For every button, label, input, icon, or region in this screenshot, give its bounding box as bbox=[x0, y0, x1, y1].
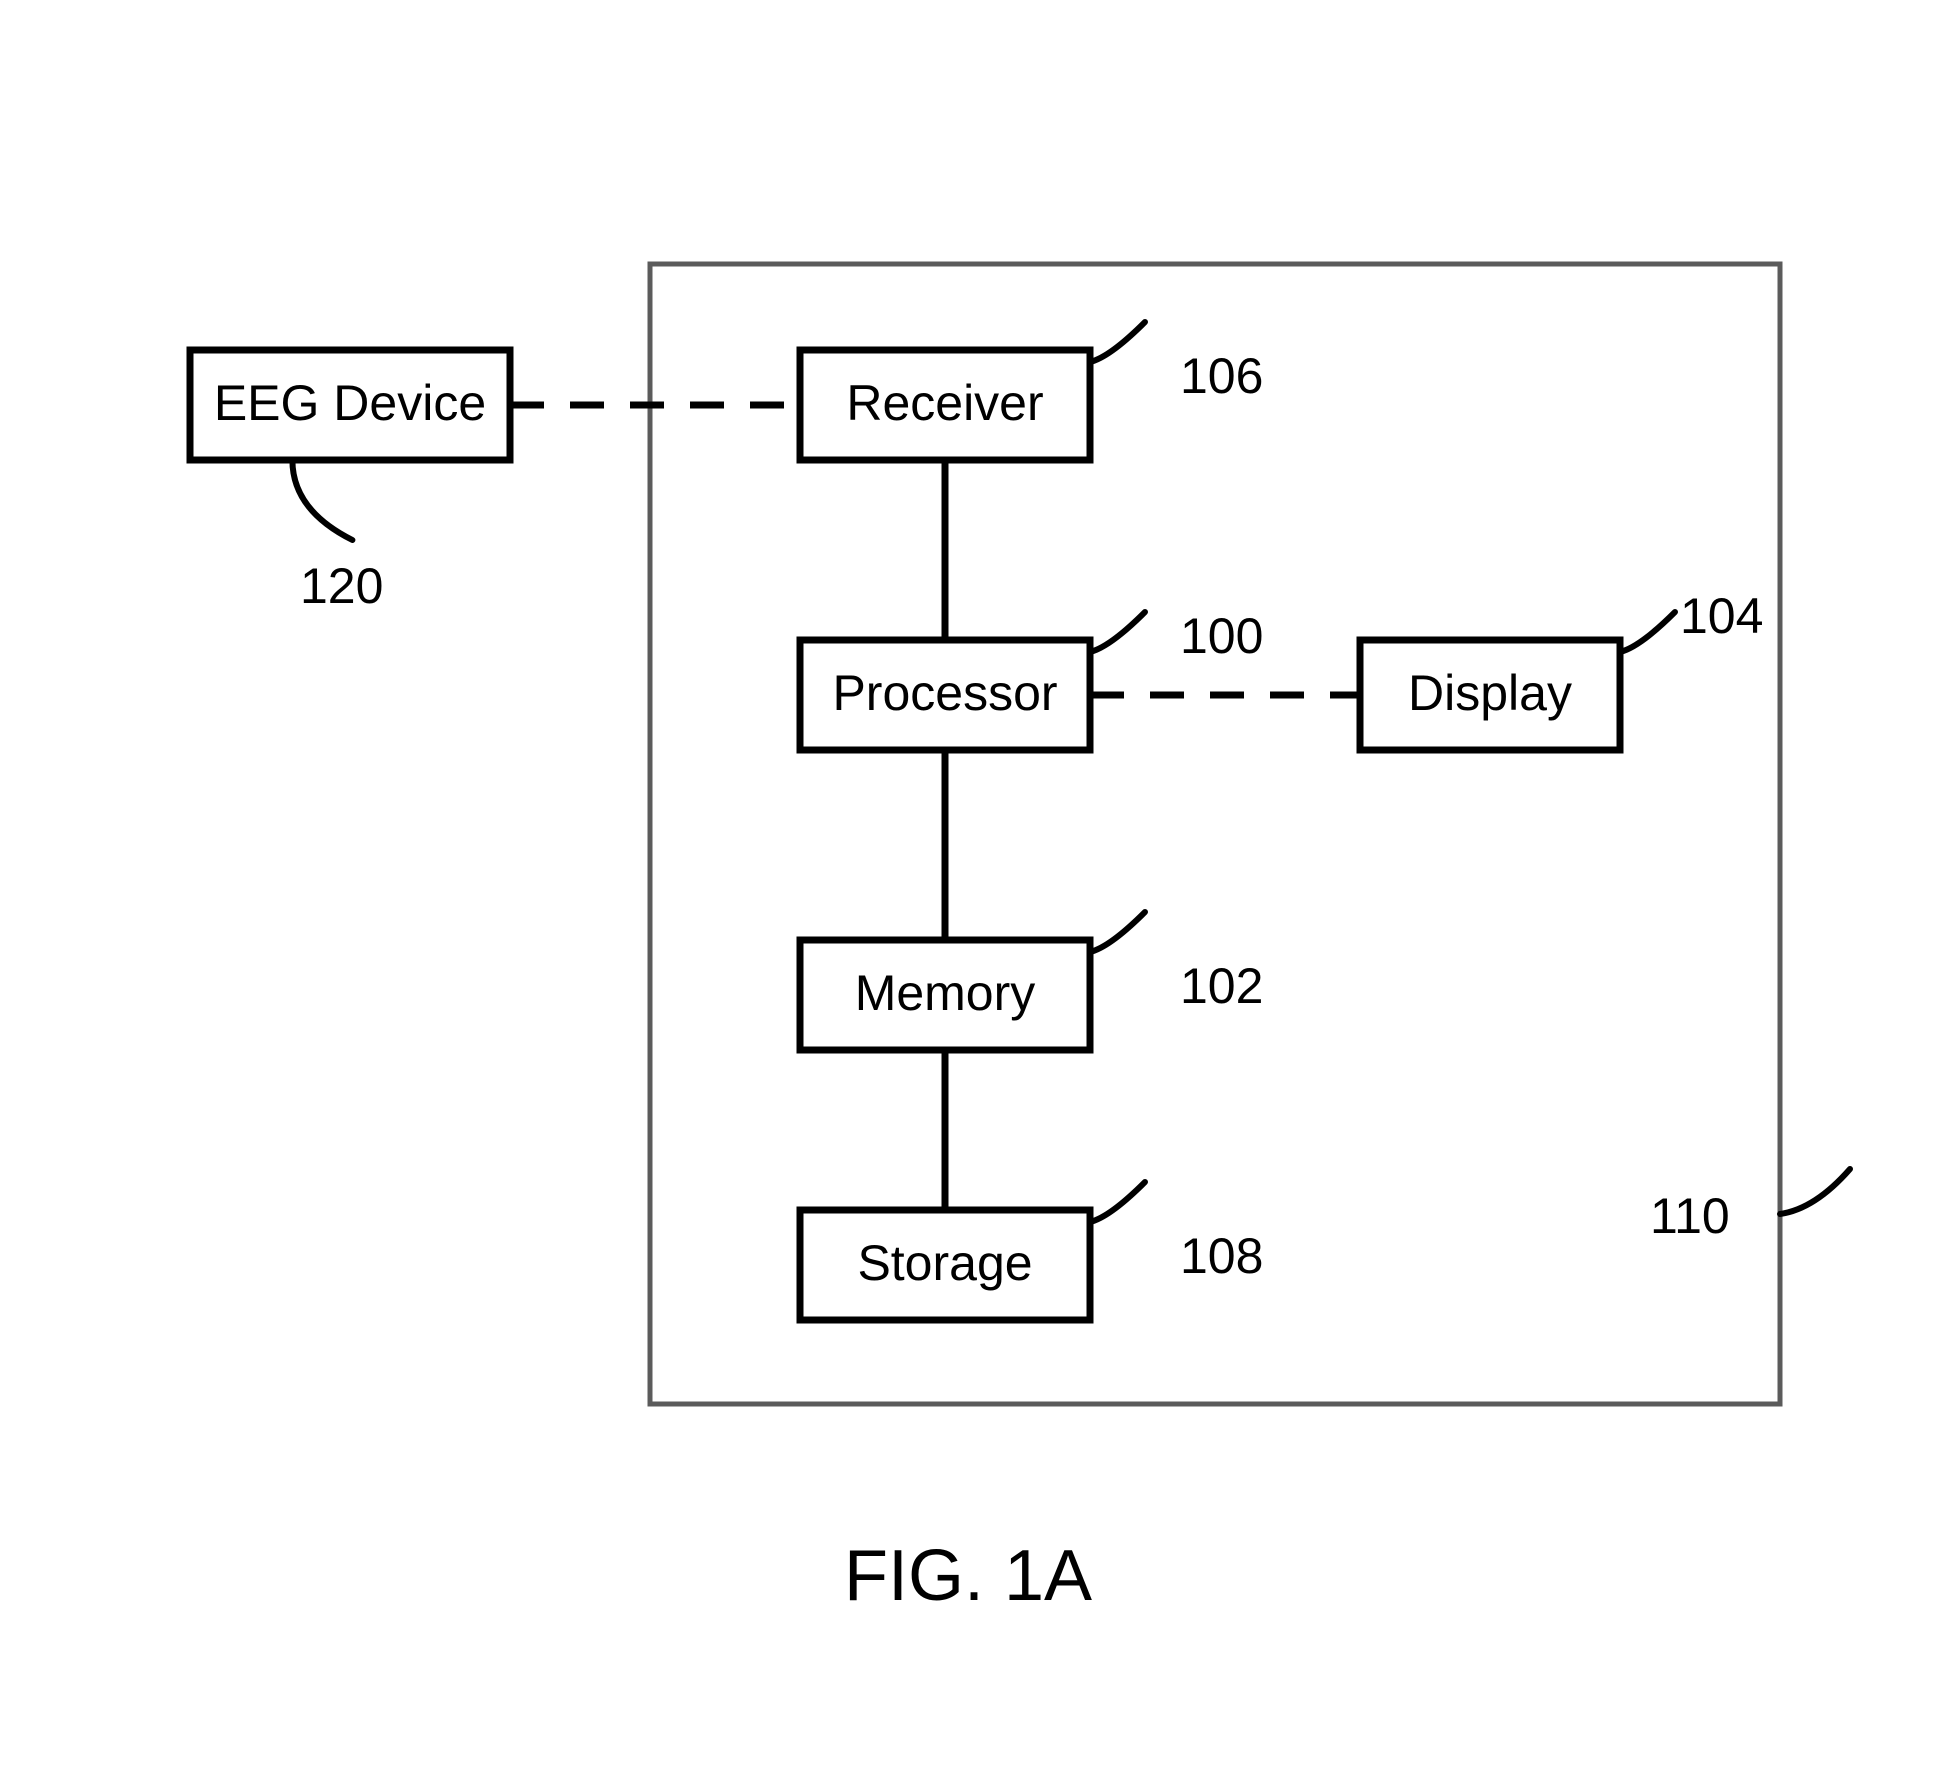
leader-receiver bbox=[1090, 322, 1145, 362]
leader-container bbox=[1780, 1169, 1850, 1214]
leader-processor bbox=[1090, 612, 1145, 652]
leader-display bbox=[1620, 612, 1675, 652]
diagram-canvas: EEG Device 120 Receiver 106 Processor 100 Disp… bbox=[0, 0, 1936, 1766]
ref-container: 110 bbox=[1650, 1188, 1730, 1244]
node-display-label: Display bbox=[1408, 665, 1572, 721]
ref-memory: 102 bbox=[1180, 958, 1263, 1014]
figure-caption: FIG. 1A bbox=[844, 1536, 1092, 1616]
ref-processor: 100 bbox=[1180, 608, 1263, 664]
node-storage-label: Storage bbox=[857, 1235, 1032, 1291]
ref-display: 104 bbox=[1680, 588, 1763, 644]
node-eeg-label: EEG Device bbox=[214, 375, 486, 431]
ref-eeg: 120 bbox=[300, 558, 383, 614]
node-memory-label: Memory bbox=[855, 965, 1036, 1021]
ref-receiver: 106 bbox=[1180, 348, 1263, 404]
node-receiver-label: Receiver bbox=[846, 375, 1043, 431]
node-processor-label: Processor bbox=[832, 665, 1057, 721]
leader-eeg bbox=[292, 460, 352, 540]
leader-storage bbox=[1090, 1182, 1145, 1222]
ref-storage: 108 bbox=[1180, 1228, 1263, 1284]
leader-memory bbox=[1090, 912, 1145, 952]
